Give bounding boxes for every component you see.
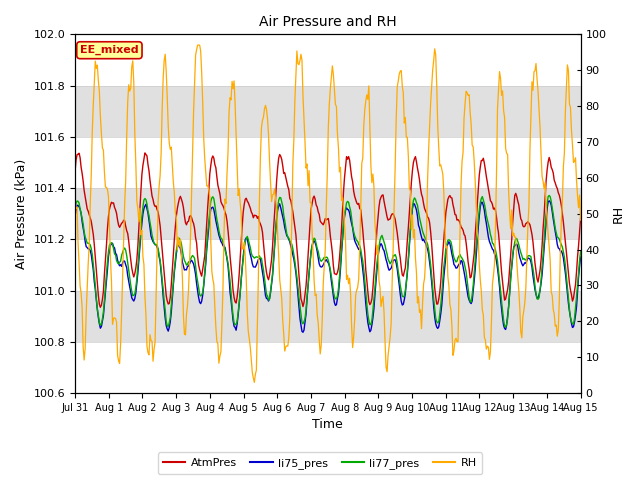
Legend: AtmPres, li75_pres, li77_pres, RH: AtmPres, li75_pres, li77_pres, RH xyxy=(157,453,483,474)
Title: Air Pressure and RH: Air Pressure and RH xyxy=(259,15,397,29)
Y-axis label: Air Pressure (kPa): Air Pressure (kPa) xyxy=(15,158,28,269)
Bar xyxy=(75,188,580,240)
Y-axis label: RH: RH xyxy=(612,204,625,223)
Text: EE_mixed: EE_mixed xyxy=(80,45,139,55)
Bar xyxy=(75,290,580,342)
X-axis label: Time: Time xyxy=(312,419,343,432)
Bar xyxy=(75,85,580,137)
